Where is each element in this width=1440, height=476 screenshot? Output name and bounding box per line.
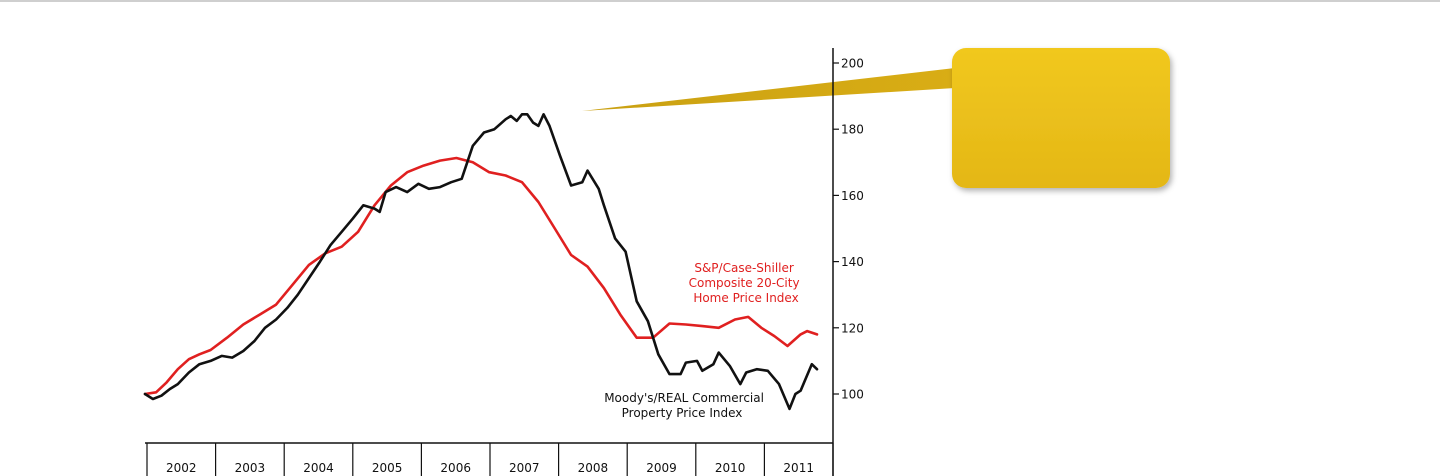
callout-bubble: [582, 48, 1170, 188]
y-tick-label: 140: [841, 255, 864, 269]
top-border: [0, 0, 1440, 2]
x-tick-label: 2008: [578, 461, 609, 475]
x-tick-label: 2011: [783, 461, 814, 475]
series-label-home-price: S&P/Case-Shiller Composite 20-City Home …: [689, 261, 804, 305]
x-tick-label: 2007: [509, 461, 540, 475]
x-tick-label: 2005: [372, 461, 403, 475]
series-label-commercial-price: Moody's/REAL Commercial Property Price I…: [604, 391, 768, 420]
y-tick-label: 100: [841, 388, 864, 402]
x-tick-label: 2002: [166, 461, 197, 475]
y-tick-label: 120: [841, 321, 864, 335]
callout-pointer: [582, 68, 955, 111]
series-line-commercial-price: [143, 113, 819, 411]
x-tick-label: 2004: [303, 461, 334, 475]
series-line-home-price: [143, 156, 819, 396]
y-tick-label: 180: [841, 123, 864, 137]
y-tick-label: 200: [841, 57, 864, 71]
series-layer: [143, 113, 819, 411]
x-tick-label: 2010: [715, 461, 746, 475]
y-axis-ticks: 100 120 140 160 180 200: [833, 57, 864, 402]
x-tick-label: 2009: [646, 461, 677, 475]
x-tick-label: 2003: [235, 461, 266, 475]
y-tick-label: 160: [841, 189, 864, 203]
x-tick-label: 2006: [440, 461, 471, 475]
callout-box: [952, 48, 1170, 188]
x-axis-ticks: 2002 2003 2004 2005 2006 2007 2008 2009 2010 2011: [146, 443, 834, 476]
